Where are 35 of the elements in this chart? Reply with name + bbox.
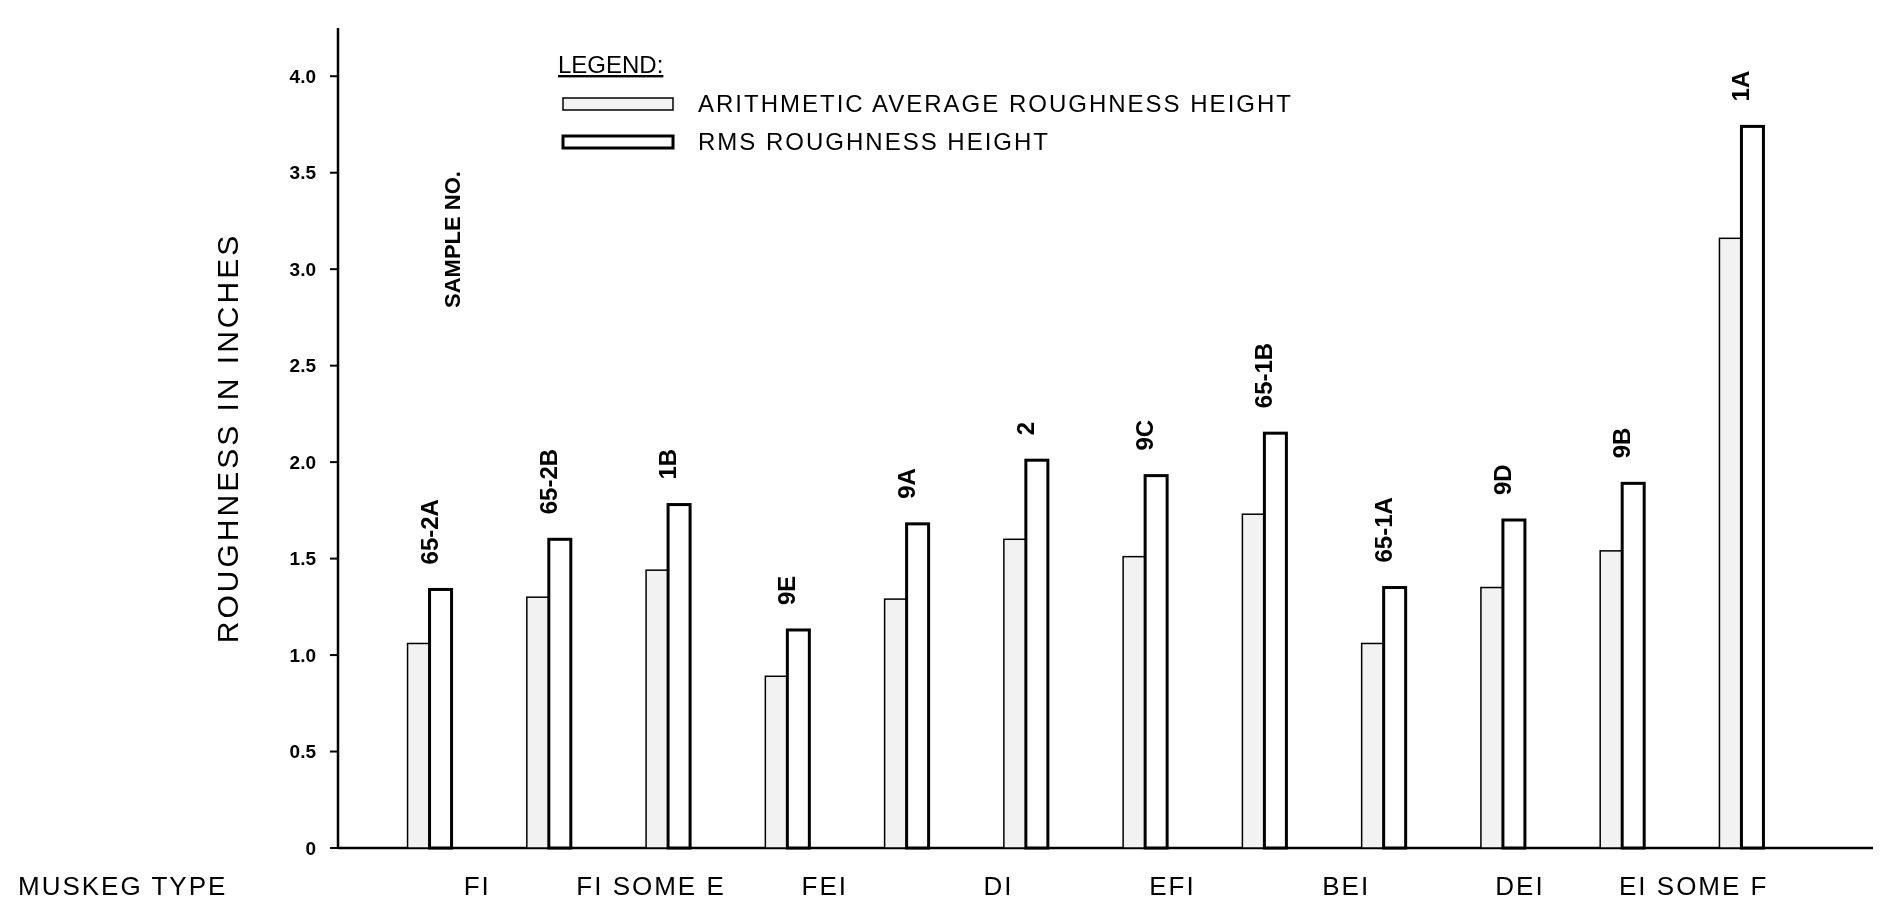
y-tick-label: 0: [305, 837, 316, 859]
x-tick-label: 65-1B: [1250, 342, 1278, 409]
text: MUSKEG TYPE: [18, 871, 228, 901]
x-tick-label: 65-2B: [534, 448, 562, 515]
text: EFI: [1149, 871, 1196, 901]
x-tick-label: 9E: [773, 575, 801, 605]
x-tick-label: 9C: [1131, 419, 1159, 451]
text: DI: [983, 871, 1014, 901]
x-tick-label: 65-1A: [1369, 497, 1397, 563]
x-tick-label: 65-2A: [415, 499, 443, 565]
text: FI: [463, 871, 491, 901]
y-tick-label: 2.0: [289, 451, 316, 473]
y-tick-label: 3.5: [289, 162, 317, 184]
annotation: SAMPLE NO.: [439, 171, 465, 308]
legend-label: RMS ROUGHNESS HEIGHT: [698, 128, 1051, 156]
legend-title: LEGEND:: [558, 51, 664, 78]
y-tick-label: 0.5: [289, 741, 317, 763]
text: DEI: [1495, 871, 1545, 901]
y-tick-label: 3.0: [289, 258, 316, 280]
text: EI SOME F: [1619, 871, 1769, 901]
y-tick-label: 2.5: [289, 355, 317, 377]
y-axis-title: ROUGHNESS IN INCHES: [211, 232, 244, 644]
x-tick-label: 1B: [654, 448, 682, 480]
y-tick-label: 1.0: [289, 644, 316, 666]
y-tick-label: 4.0: [289, 65, 316, 87]
text: FI SOME E: [576, 871, 726, 901]
text: FEI: [801, 871, 849, 901]
x-tick-label: 9B: [1608, 427, 1636, 459]
x-tick-label: 9A: [892, 468, 920, 499]
x-tick-label: 9D: [1488, 464, 1516, 495]
x-tick-label: 1A: [1727, 70, 1755, 102]
legend-label: ARITHMETIC AVERAGE ROUGHNESS HEIGHT: [698, 90, 1293, 118]
x-tick-label: 2: [1011, 421, 1039, 436]
text: BEI: [1322, 871, 1371, 901]
y-tick-label: 1.5: [289, 548, 317, 570]
